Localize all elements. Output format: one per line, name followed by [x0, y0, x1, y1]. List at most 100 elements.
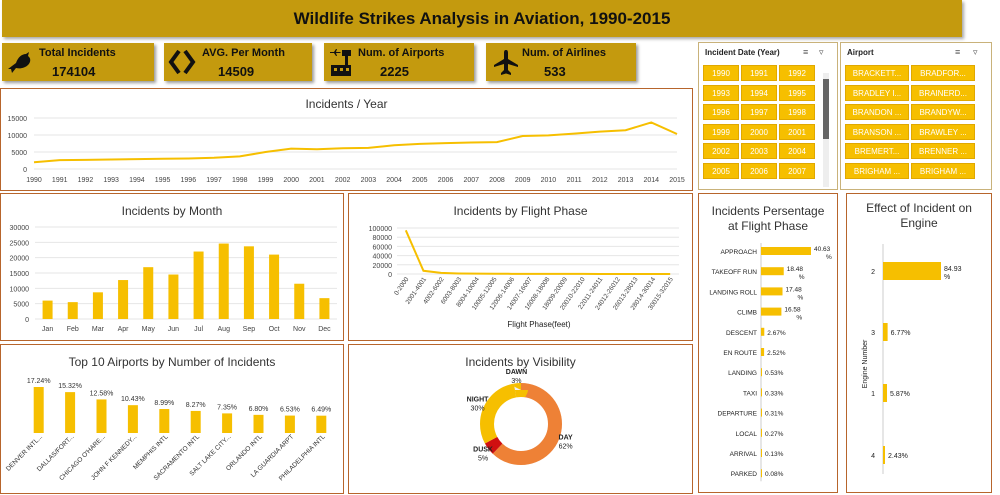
- data-label: 2.43%: [888, 453, 908, 460]
- year-slicer-button[interactable]: 2003: [741, 143, 777, 159]
- y-tick-label: 20000: [10, 256, 30, 263]
- y-tick-label: 10000: [10, 286, 30, 293]
- donut-slice: [480, 383, 562, 465]
- airport-slicer-button[interactable]: BRANDON ...: [845, 104, 909, 120]
- category-label: PARKED: [731, 471, 758, 478]
- airport-slicer-button[interactable]: BRENNER ...: [911, 143, 975, 159]
- x-tick-label: Oct: [269, 326, 280, 333]
- multi-select-icon[interactable]: ≡: [803, 47, 809, 57]
- engine-effect-panel: Effect of Incident on Engine 2 84.93% 3 6.7…: [846, 193, 992, 493]
- y-tick-label: 100000: [369, 226, 392, 233]
- series-line: [404, 229, 671, 275]
- data-label: 0.08%: [765, 471, 784, 478]
- data-label: 0.33%: [765, 390, 784, 397]
- x-tick-label: 1996: [181, 177, 197, 184]
- year-slicer-button[interactable]: 2004: [779, 143, 815, 159]
- year-slicer-button[interactable]: 2006: [741, 162, 777, 179]
- bar: [761, 388, 762, 397]
- airport-slicer-button[interactable]: BRAINERD...: [911, 84, 975, 101]
- bird-icon: [8, 52, 31, 73]
- data-label: 0.27%: [765, 431, 784, 438]
- category-label: CLIMB: [737, 310, 757, 317]
- data-label: 8.99%: [154, 400, 174, 407]
- data-label: 6.77%: [891, 330, 911, 337]
- year-slicer-button[interactable]: 1991: [741, 65, 777, 81]
- bar: [193, 251, 204, 319]
- airport-slicer-button[interactable]: BREMERT...: [845, 143, 909, 159]
- bar: [883, 262, 941, 280]
- x-tick-label: 1995: [155, 177, 171, 184]
- incidents-by-visibility-chart: DAY 62% DUSK 5% NIGHT 30% DAWN 3%: [467, 369, 573, 465]
- data-label: 7.35%: [217, 404, 237, 411]
- data-label: 0.13%: [765, 451, 784, 458]
- year-slicer-button[interactable]: 2001: [779, 123, 815, 140]
- data-label-unit: %: [798, 294, 804, 301]
- x-tick-label: Jan: [42, 326, 53, 333]
- x-tick-label: Mar: [92, 326, 105, 333]
- y-tick-label: 80000: [373, 235, 393, 242]
- year-slicer-button[interactable]: 1996: [703, 104, 739, 120]
- year-slicer-button[interactable]: 2007: [779, 162, 815, 179]
- incidents-by-visibility-panel: Incidents by Visibility DAY 62% DUSK 5% NIGH…: [348, 344, 693, 494]
- year-slicer-button[interactable]: 2002: [703, 143, 739, 159]
- x-tick-label: 2000: [283, 177, 299, 184]
- kpi-num-airports: Num. of Airports 2225: [324, 43, 474, 81]
- year-slicer-button[interactable]: 1993: [703, 84, 739, 101]
- x-tick-label: 1997: [206, 177, 222, 184]
- bar: [761, 368, 762, 377]
- bar: [761, 327, 765, 336]
- x-tick-label: May: [142, 326, 156, 333]
- year-slicer-button[interactable]: 1994: [741, 84, 777, 101]
- chart-title: Incidents Persentage at Flight Phase: [711, 204, 825, 233]
- top-airports-panel: Top 10 Airports by Number of Incidents 1…: [0, 344, 344, 494]
- bar: [761, 469, 762, 478]
- year-slicer-button[interactable]: 1992: [779, 65, 815, 81]
- x-tick-label: 2012: [592, 177, 608, 184]
- airport-slicer-button[interactable]: BRANSON ...: [845, 123, 909, 140]
- engine-effect-chart: 2 84.93% 3 6.77% 1 5.87% 4 2.43% Engine Number: [862, 244, 962, 474]
- flight-phase-percentage-panel: Incidents Persentage at Flight Phase APP…: [698, 193, 838, 493]
- bar: [761, 287, 783, 296]
- top-airports-chart: 17.24%DENVER INTL...15.32%DALLAS/FORT...…: [5, 378, 331, 482]
- multi-select-icon[interactable]: ≡: [955, 47, 961, 57]
- airport-slicer-button[interactable]: BRADLEY I...: [845, 84, 909, 101]
- incidents-by-flight-phase-chart: 0200004000060000800001000000-20002001-40…: [369, 226, 679, 329]
- year-slicer-button[interactable]: 1995: [779, 84, 815, 101]
- x-tick-label: 1998: [232, 177, 248, 184]
- category-label: DEPARTURE: [718, 411, 758, 418]
- year-slicer-button[interactable]: 1999: [703, 123, 739, 140]
- bar: [761, 348, 765, 356]
- slicer-scrollbar[interactable]: [823, 73, 829, 187]
- bar: [92, 292, 103, 319]
- x-tick-label: 2009: [515, 177, 531, 184]
- category-label: DESCENT: [726, 330, 757, 337]
- bar: [284, 415, 295, 433]
- airport-slicer-button[interactable]: BRANDYW...: [911, 104, 975, 120]
- year-slicer-button[interactable]: 2005: [703, 162, 739, 179]
- airport-slicer-button[interactable]: BRIGHAM ...: [845, 162, 909, 179]
- data-label: 2.52%: [767, 350, 786, 357]
- chart-title: Incidents by Month: [121, 204, 223, 218]
- scroll-thumb[interactable]: [823, 79, 829, 139]
- airport-slicer-button[interactable]: BRADFOR...: [911, 65, 975, 81]
- clear-filter-icon[interactable]: ▿: [819, 47, 824, 57]
- x-tick-label: Nov: [293, 326, 306, 333]
- year-slicer-button[interactable]: 1990: [703, 65, 739, 81]
- data-label: 0.31%: [765, 411, 784, 418]
- x-tick-label: Dec: [318, 326, 331, 333]
- chart-title: Top 10 Airports by Number of Incidents: [68, 355, 276, 369]
- year-slicer-button[interactable]: 1998: [779, 104, 815, 120]
- airport-slicer-button[interactable]: BRACKETT...: [845, 65, 909, 81]
- bar: [168, 274, 179, 319]
- slice-name: DUSK: [473, 446, 493, 453]
- x-tick-label: 1990: [26, 177, 42, 184]
- x-tick-label: Aug: [218, 326, 231, 333]
- year-slicer-button[interactable]: 2000: [741, 123, 777, 140]
- year-slicer-button[interactable]: 1997: [741, 104, 777, 120]
- airport-slicer-button[interactable]: BRAWLEY ...: [911, 123, 975, 140]
- airport-slicer-button[interactable]: BRIGHAM ...: [911, 162, 975, 179]
- clear-filter-icon[interactable]: ▿: [973, 47, 978, 57]
- bar: [127, 405, 138, 433]
- category-label: ARRIVAL: [730, 451, 758, 458]
- slicer-title: Incident Date (Year): [705, 48, 780, 57]
